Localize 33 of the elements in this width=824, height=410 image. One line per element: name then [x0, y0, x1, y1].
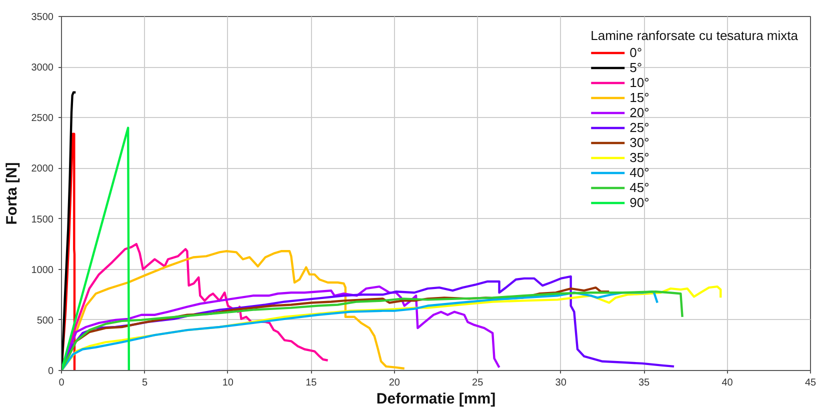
- legend-label: 40°: [630, 165, 650, 180]
- legend-label: 30°: [630, 135, 650, 150]
- legend-label: 0°: [630, 45, 644, 60]
- x-tick-label: 5: [142, 378, 148, 388]
- y-axis-title: Forta [N]: [3, 162, 20, 225]
- x-tick-label: 30: [555, 378, 567, 388]
- x-tick-label: 45: [804, 378, 816, 388]
- y-tick-label: 500: [36, 315, 54, 326]
- x-tick-label: 10: [222, 378, 234, 388]
- legend-label: 45°: [630, 180, 650, 195]
- line-series: [62, 132, 76, 370]
- y-tick-label: 0: [48, 366, 54, 377]
- legend-title: Lamine ranforsate cu tesatura mixta: [590, 28, 798, 43]
- y-tick-label: 2000: [31, 164, 54, 175]
- y-tick-label: 2500: [31, 113, 54, 124]
- y-tick-label: 1500: [31, 214, 54, 226]
- legend-label: 25°: [630, 120, 650, 135]
- x-tick-label: 15: [306, 378, 318, 388]
- x-tick-label: 35: [638, 378, 650, 388]
- legend-label: 20°: [630, 105, 650, 120]
- y-tick-label: 3000: [31, 62, 54, 74]
- x-tick-label: 0: [58, 378, 65, 388]
- legend-label: 15°: [630, 90, 650, 105]
- y-tick-label: 1000: [31, 264, 54, 276]
- x-tick-label: 25: [472, 378, 484, 388]
- legend-label: 5°: [630, 60, 644, 75]
- y-tick-label: 3500: [31, 12, 54, 23]
- x-tick-label: 40: [722, 378, 734, 388]
- x-axis-title: Deformatie [mm]: [376, 390, 496, 408]
- x-tick-label: 20: [388, 378, 400, 388]
- legend-label: 10°: [630, 75, 650, 90]
- legend-label: 35°: [630, 150, 650, 165]
- legend-label: 90°: [630, 195, 650, 210]
